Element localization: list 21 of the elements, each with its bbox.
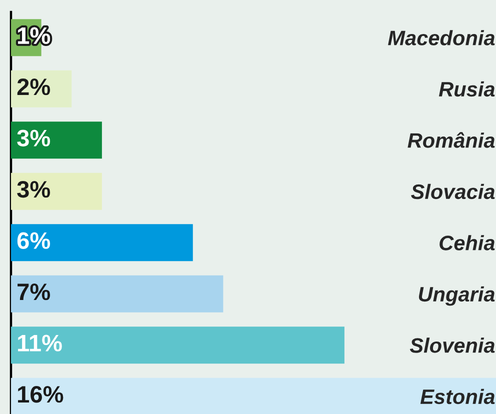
data-label: 11% — [18, 334, 62, 352]
y-tick-label: Macedonia — [388, 30, 495, 46]
y-tick-label: Estonia — [420, 388, 495, 404]
bar — [11, 122, 102, 159]
data-label: 6% — [17, 232, 50, 249]
y-tick-label: Rusia — [438, 81, 495, 97]
data-label: 3% — [17, 180, 50, 198]
data-label: 3% — [17, 130, 50, 146]
y-tick-label: România — [408, 132, 495, 148]
data-label: 7% — [18, 284, 50, 300]
y-tick-label: Ungaria — [418, 286, 495, 306]
bar — [11, 275, 224, 312]
data-label: 2% — [17, 78, 50, 96]
bar — [11, 326, 344, 364]
y-tick-label: Slovenia — [410, 338, 495, 353]
bar — [11, 172, 102, 210]
y-tick-label: Slovacia — [411, 184, 495, 200]
y-tick-label: Cehia — [440, 235, 495, 250]
data-label: 16% — [18, 386, 64, 403]
bar — [11, 224, 193, 262]
bar — [11, 378, 496, 414]
